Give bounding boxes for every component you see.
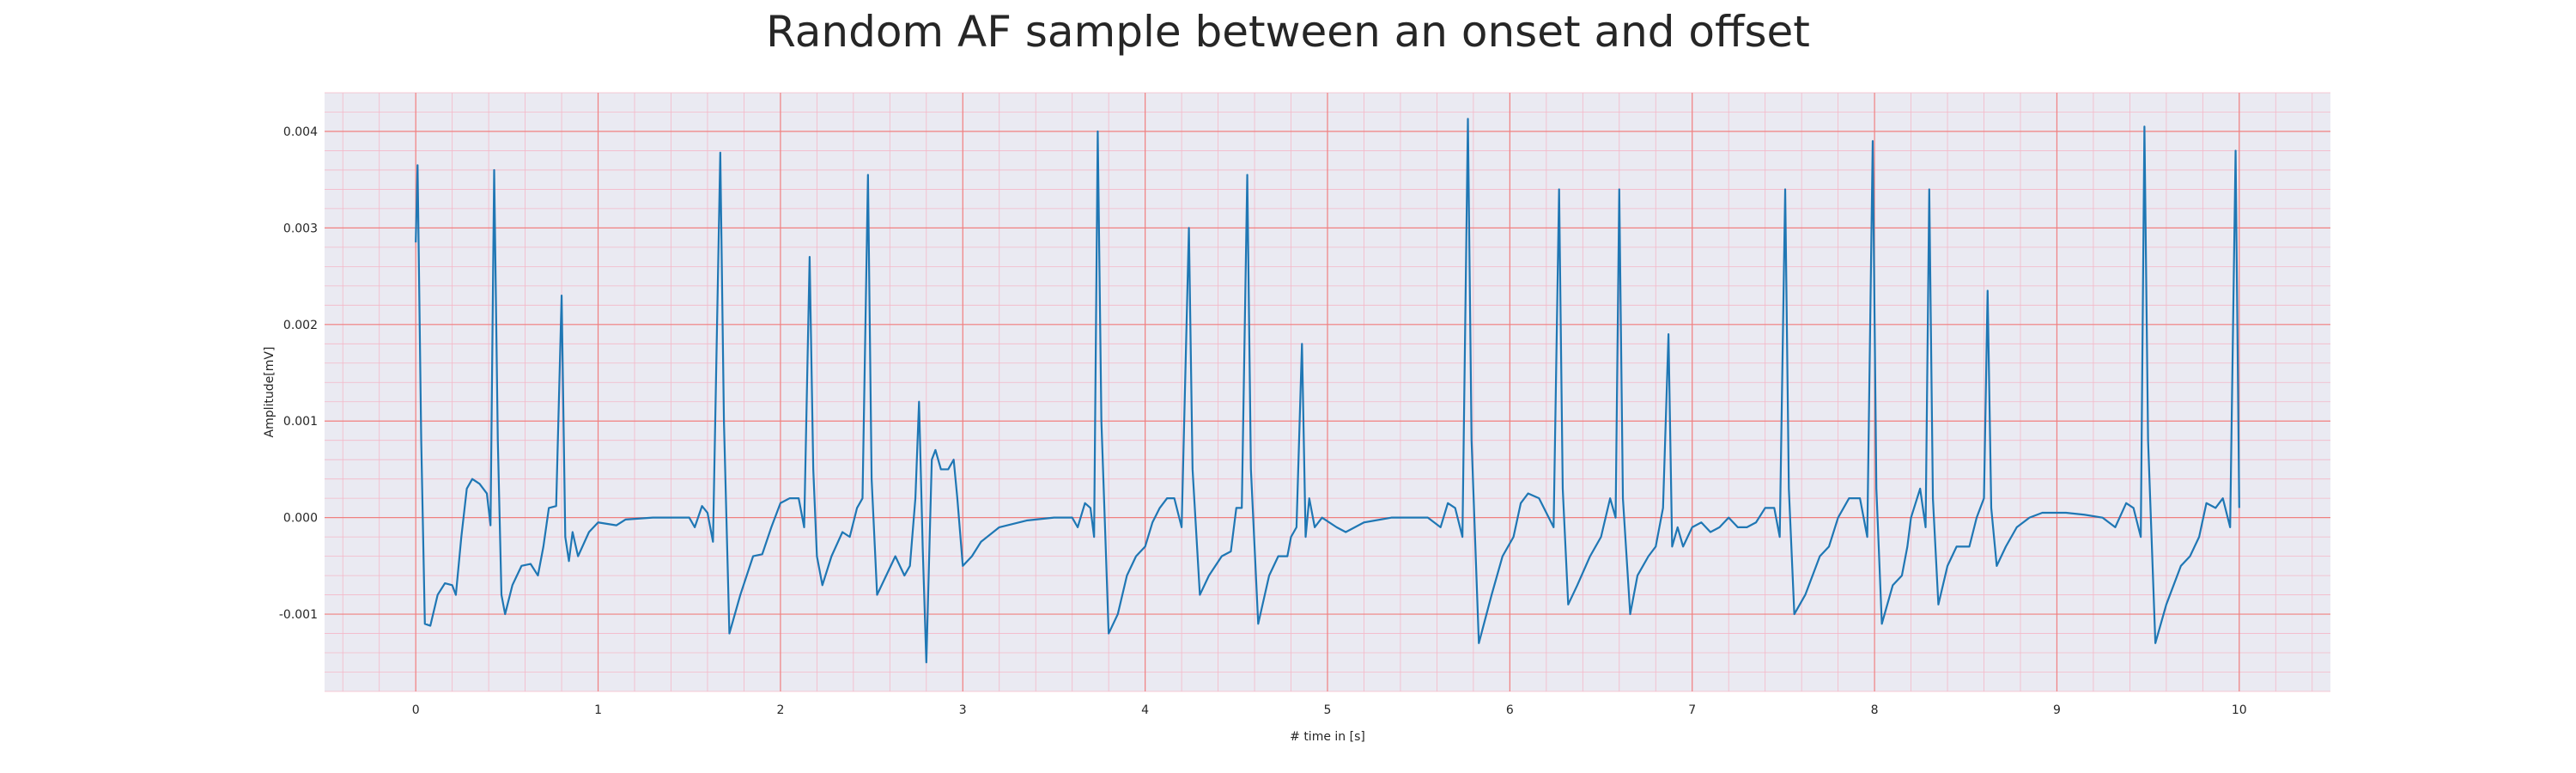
x-tick-label: 3 <box>959 703 967 717</box>
y-tick-label: -0.001 <box>279 608 318 622</box>
x-tick-label: 9 <box>2053 703 2061 717</box>
series-line <box>415 118 2240 664</box>
x-tick-label: 2 <box>776 703 784 717</box>
x-tick-label: 6 <box>1506 703 1514 717</box>
x-tick-label: 4 <box>1141 703 1149 717</box>
y-axis-label: Amplitude[mV] <box>263 347 276 438</box>
chart-title: Random AF sample between an onset and of… <box>766 7 1810 57</box>
y-tick-label: 0.004 <box>283 125 318 139</box>
series-layer <box>415 118 2240 664</box>
major-grid <box>325 93 2330 691</box>
y-tick-label: 0.000 <box>283 512 318 526</box>
y-tick-label: 0.002 <box>283 319 318 332</box>
x-tick-label: 5 <box>1324 703 1332 717</box>
x-tick-label: 8 <box>1871 703 1879 717</box>
x-axis-label: # time in [s] <box>1290 730 1365 744</box>
x-tick-label: 1 <box>594 703 602 717</box>
x-tick-label: 7 <box>1688 703 1696 717</box>
tick-labels: 0 1 2 3 4 5 6 7 8 9 10 -0.001 0.000 0.001 0.002 0.003 0.… <box>279 125 2247 717</box>
y-tick-label: 0.001 <box>283 415 318 429</box>
x-tick-label: 10 <box>2232 703 2247 717</box>
y-tick-label: 0.003 <box>283 222 318 235</box>
x-tick-label: 0 <box>412 703 420 717</box>
